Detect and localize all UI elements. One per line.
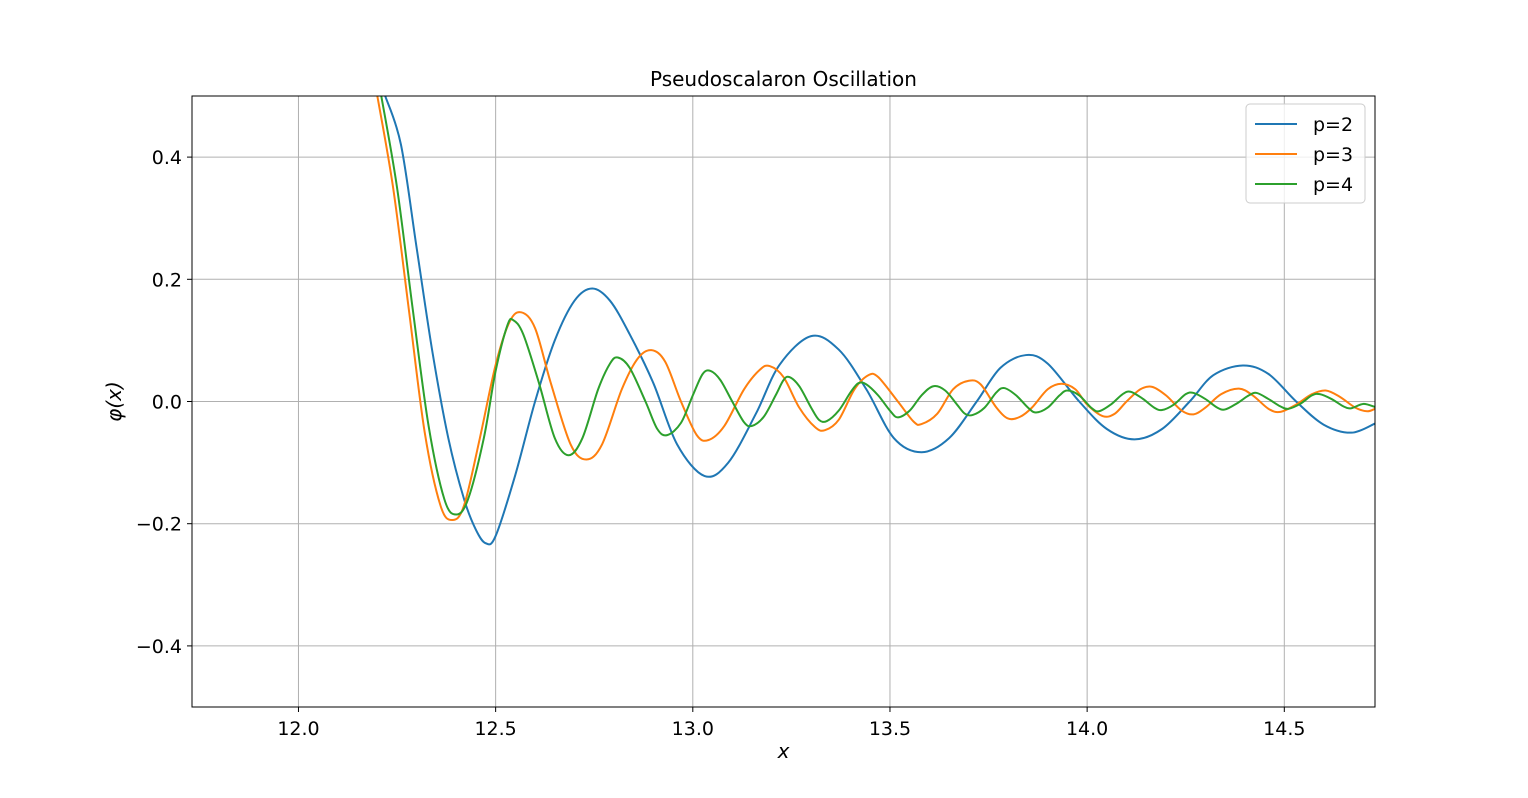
plot-frame: [191, 95, 1376, 708]
y-tick-label: 0.2: [152, 269, 182, 291]
legend-label: p=3: [1313, 144, 1353, 166]
x-tick-label: 14.5: [1263, 718, 1305, 740]
x-tick-label: 12.5: [474, 718, 516, 740]
x-tick-label: 13.5: [869, 718, 911, 740]
legend-item: p=2: [1255, 114, 1353, 136]
chart-title: Pseudoscalaron Oscillation: [650, 67, 917, 91]
series-lines: [376, 96, 1375, 546]
series-line-p-3: [376, 96, 1375, 522]
legend-label: p=2: [1313, 114, 1353, 136]
x-axis-label: x: [777, 739, 790, 763]
x-tick-label: 13.0: [672, 718, 714, 740]
x-tick-label: 12.0: [277, 718, 319, 740]
series-line-p-2: [384, 96, 1375, 546]
legend: p=2 p=3 p=4: [1245, 103, 1366, 204]
y-tick-label: −0.2: [136, 514, 182, 536]
x-tick-label: 14.0: [1066, 718, 1108, 740]
y-tick-label: −0.4: [136, 636, 182, 658]
legend-box: [1245, 103, 1366, 204]
y-tick-label: 0.4: [152, 147, 182, 169]
y-tick-label: 0.0: [152, 392, 182, 414]
series-line-p-4: [380, 96, 1375, 516]
legend-item: p=3: [1255, 144, 1353, 166]
legend-label: p=4: [1313, 174, 1353, 196]
axis-ticks: 12.0 12.5 13.0 13.5 14.0 14.5 0.4 0.2 0.0 −0.2 −0.…: [136, 147, 1306, 740]
y-axis-label: φ(x): [102, 381, 126, 422]
grid: [192, 96, 1375, 707]
legend-item: p=4: [1255, 174, 1353, 196]
